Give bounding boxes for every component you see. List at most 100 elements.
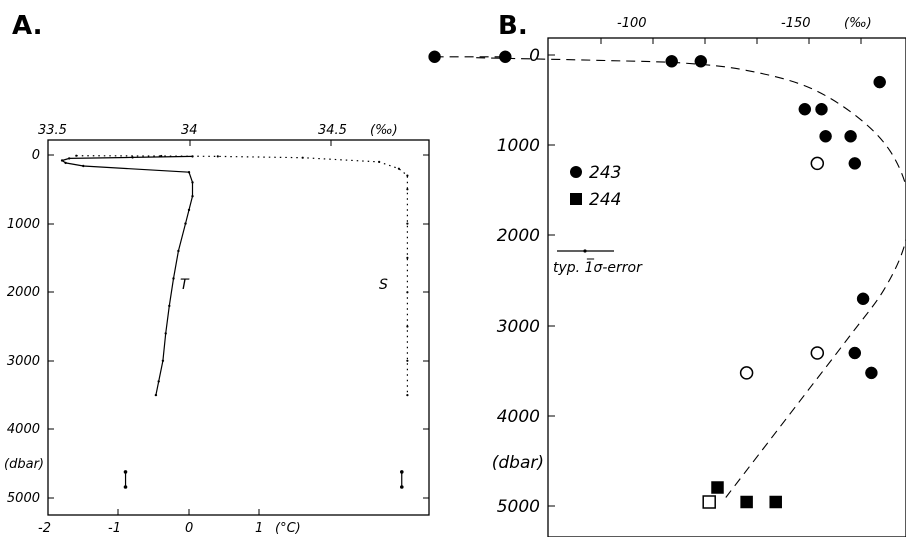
panel-a-y-tick-label: 1000 [7,217,40,232]
typical-error-note: typ. 1̅σ-error [553,258,643,276]
data-point-243-filled-circle [499,50,512,64]
data-point-243-filled-circle [856,292,870,306]
temperature-profile-point [154,393,158,397]
data-point-243-filled-circle [819,130,832,143]
salinity-profile-point [301,156,304,159]
data-point-244-filled-square [740,495,753,509]
panel-b-y-tick-label: 3000 [497,317,540,337]
temperature-profile-point [191,155,194,158]
temperature-profile-point [184,222,187,225]
salinity-profile-point [406,222,409,225]
salinity-profile-line [76,155,408,396]
panel-a-bottom-ticks [47,509,260,515]
salinity-profile-point [406,291,409,294]
panel-b-left-ticks [548,54,555,507]
temperature-profile-point [131,156,134,159]
data-point-243-filled-circle [848,346,862,360]
panel-b-top-tick-label: -100 [617,16,647,31]
panel-b-title: B. [498,11,528,41]
data-point-243-filled-circle [815,102,828,116]
salinity-profile-point [406,325,409,328]
panel-a-curves [60,154,409,489]
typical-error-center [583,249,587,253]
salinity-profile-point [75,154,78,157]
data-point-243-filled-circle [798,102,812,116]
panel-a-bottom-tick-label: -2 [38,521,51,536]
panel-b-y-tick-label: 5000 [497,497,540,517]
panel-a-y-tick-label: 4000 [7,422,40,437]
salinity-profile-point [406,394,409,397]
data-point-243-filled-circle [848,157,862,170]
panel-a-top-unit: (‰) [370,123,398,138]
panel-a-top-tick-label: 34 [181,123,198,138]
data-point-243-open-circle [739,366,754,380]
data-point-243-filled-circle [694,55,708,68]
legend-label-243: 243 [589,163,621,183]
salinity-profile-point [406,359,409,362]
fit-curve [476,57,906,498]
panel-a-top-tick-label: 33.5 [38,123,67,138]
salinity-profile-point [397,167,400,170]
panel-b-top-tick-label: -150 [781,16,811,31]
salinity-profile-point [406,188,409,191]
temperature-profile-point [187,208,191,212]
panel-a-left-ticks [48,154,54,499]
panel-b-y-tick-label: 2000 [497,226,540,246]
legend-marker-244 [570,193,582,205]
panel-a-t-label: T [180,277,190,293]
data-point-243-filled-circle [665,55,678,68]
error-bar-end [400,470,404,474]
temperature-profile-point [157,380,160,383]
temperature-profile-point [191,181,194,184]
panel-a-bottom-unit: (°C) [275,521,301,536]
data-point-244-filled-square [769,495,782,509]
data-point-243-open-circle [810,346,825,360]
panel-b: B. -100 -150 (‰) 0 1000 2000 3000 4000 5… [428,11,906,537]
legend-label-244: 244 [589,190,621,210]
panel-a-title: A. [12,11,42,41]
panel-b-y-tick-label: 4000 [497,407,540,427]
panel-a-y-tick-label: 2000 [7,285,40,300]
panel-a-top-tick-label: 34.5 [318,123,347,138]
panel-a-bottom-tick-label: -1 [108,521,121,536]
salinity-profile-point [378,160,381,163]
panel-a-top-ticks [47,140,332,146]
panel-b-top-ticks [600,38,862,44]
temperature-profile-point [161,359,165,362]
panel-a-bottom-tick-label: 1 [255,521,263,536]
panel-b-y-tick-label: 1000 [497,136,540,156]
panel-b-y-unit: (dbar) [492,453,544,473]
temperature-profile-point [191,195,194,198]
data-point-243-filled-circle [865,366,878,380]
salinity-profile-point [406,174,409,177]
data-point-244-filled-square [711,481,724,494]
panel-a: A. 33.5 34 34.5 (‰) -2 -1 0 1 (°C) [4,11,430,536]
panel-a-y-tick-label: 0 [32,148,40,163]
panel-b-frame [547,37,906,537]
error-bar-end [123,485,128,489]
salinity-profile-point [216,155,219,158]
temperature-profile-point [82,164,85,168]
temperature-profile-point [177,249,180,253]
panel-a-y-unit: (dbar) [4,457,44,472]
temperature-profile-point [68,157,71,160]
temperature-profile-point [60,159,64,162]
data-point-243-filled-circle [873,75,886,89]
legend-marker-243 [570,166,582,178]
temperature-profile-point [64,161,67,165]
error-bar-end [400,485,404,489]
panel-b-top-unit: (‰) [844,16,872,31]
temperature-profile-line [60,155,194,396]
data-point-243-filled-circle [428,50,441,64]
error-bar-end [123,470,128,474]
temperature-profile-point [187,171,191,174]
data-point-243-filled-circle [844,130,857,143]
salinity-profile-point [160,154,163,158]
panel-b-fit [434,56,906,498]
temperature-profile-point [168,304,171,308]
temperature-profile-point [164,332,167,335]
panel-a-bottom-tick-label: 0 [185,521,193,536]
temperature-profile-point [172,277,175,280]
panel-b-points [428,50,886,509]
